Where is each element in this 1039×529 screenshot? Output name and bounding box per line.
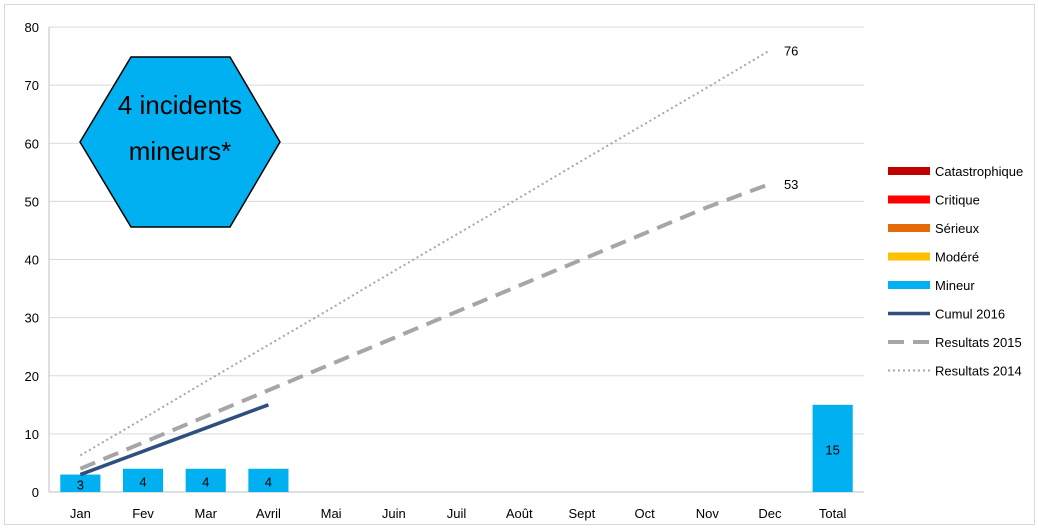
x-tick-label: Mar [195, 506, 218, 521]
y-tick-label: 20 [25, 369, 39, 384]
callout: 4 incidents mineurs* [79, 56, 281, 228]
y-axis-ticks: 0 10 20 30 40 50 60 70 80 [25, 20, 39, 500]
y-tick-label: 30 [25, 311, 39, 326]
y-tick-label: 50 [25, 194, 39, 209]
y-tick-label: 60 [25, 136, 39, 151]
x-tick-label: Mai [321, 506, 342, 521]
x-tick-label: Avril [256, 506, 281, 521]
x-tick-label: Nov [696, 506, 720, 521]
x-tick-label: Juin [382, 506, 406, 521]
x-tick-label: Dec [758, 506, 782, 521]
x-tick-label: Août [506, 506, 533, 521]
legend-label: Resultats 2014 [935, 364, 1022, 379]
bar-value-label: 4 [265, 474, 272, 489]
y-tick-label: 10 [25, 427, 39, 442]
callout-line-2: mineurs* [129, 136, 232, 166]
y-tick-label: 40 [25, 253, 39, 268]
callout-line-1: 4 incidents [118, 90, 242, 120]
bar-value-label: 4 [139, 474, 146, 489]
bar-value-label: 3 [77, 477, 84, 492]
bar [185, 468, 226, 492]
bar [122, 468, 164, 492]
legend: Catastrophique Critique Sérieux Modéré Mineu… [888, 164, 1023, 379]
y-tick-label: 80 [25, 20, 39, 35]
bar [60, 474, 101, 492]
y-tick-label: 70 [25, 78, 39, 93]
bar-value-label: 4 [202, 474, 209, 489]
y-tick-label: 0 [32, 485, 39, 500]
legend-label: Modéré [935, 250, 979, 265]
bar [812, 404, 853, 492]
legend-label: Mineur [935, 278, 975, 293]
bar [248, 468, 289, 492]
callout-hexagon [79, 56, 281, 228]
series-line [79, 49, 771, 457]
x-axis-ticks: Jan Fev Mar Avril Mai Juin Juil Août Sept Oct Nov D… [70, 506, 847, 521]
bar-value-label: 15 [825, 442, 839, 457]
legend-swatch [888, 252, 930, 261]
lines [79, 49, 771, 477]
legend-label: Cumul 2016 [935, 307, 1005, 322]
series-line [79, 403, 270, 477]
legend-label: Resultats 2015 [935, 335, 1022, 350]
legend-label: Critique [935, 193, 980, 208]
legend-swatch [888, 167, 930, 175]
legend-swatch [888, 224, 930, 232]
line-end-label: 76 [784, 43, 798, 58]
bars [60, 404, 853, 492]
chart-frame [4, 4, 1035, 525]
data-labels: 3 4 4 4 15 76 53 [77, 43, 840, 492]
x-tick-label: Fev [132, 506, 154, 521]
x-tick-label: Juil [447, 506, 467, 521]
x-tick-label: Sept [569, 506, 596, 521]
x-tick-label: Oct [634, 506, 655, 521]
legend-swatch [888, 281, 930, 289]
x-tick-label: Total [819, 506, 847, 521]
line-end-label: 53 [784, 177, 798, 192]
legend-swatch [888, 195, 930, 204]
legend-label: Sérieux [935, 221, 980, 236]
legend-label: Catastrophique [935, 164, 1023, 179]
x-tick-label: Jan [70, 506, 91, 521]
